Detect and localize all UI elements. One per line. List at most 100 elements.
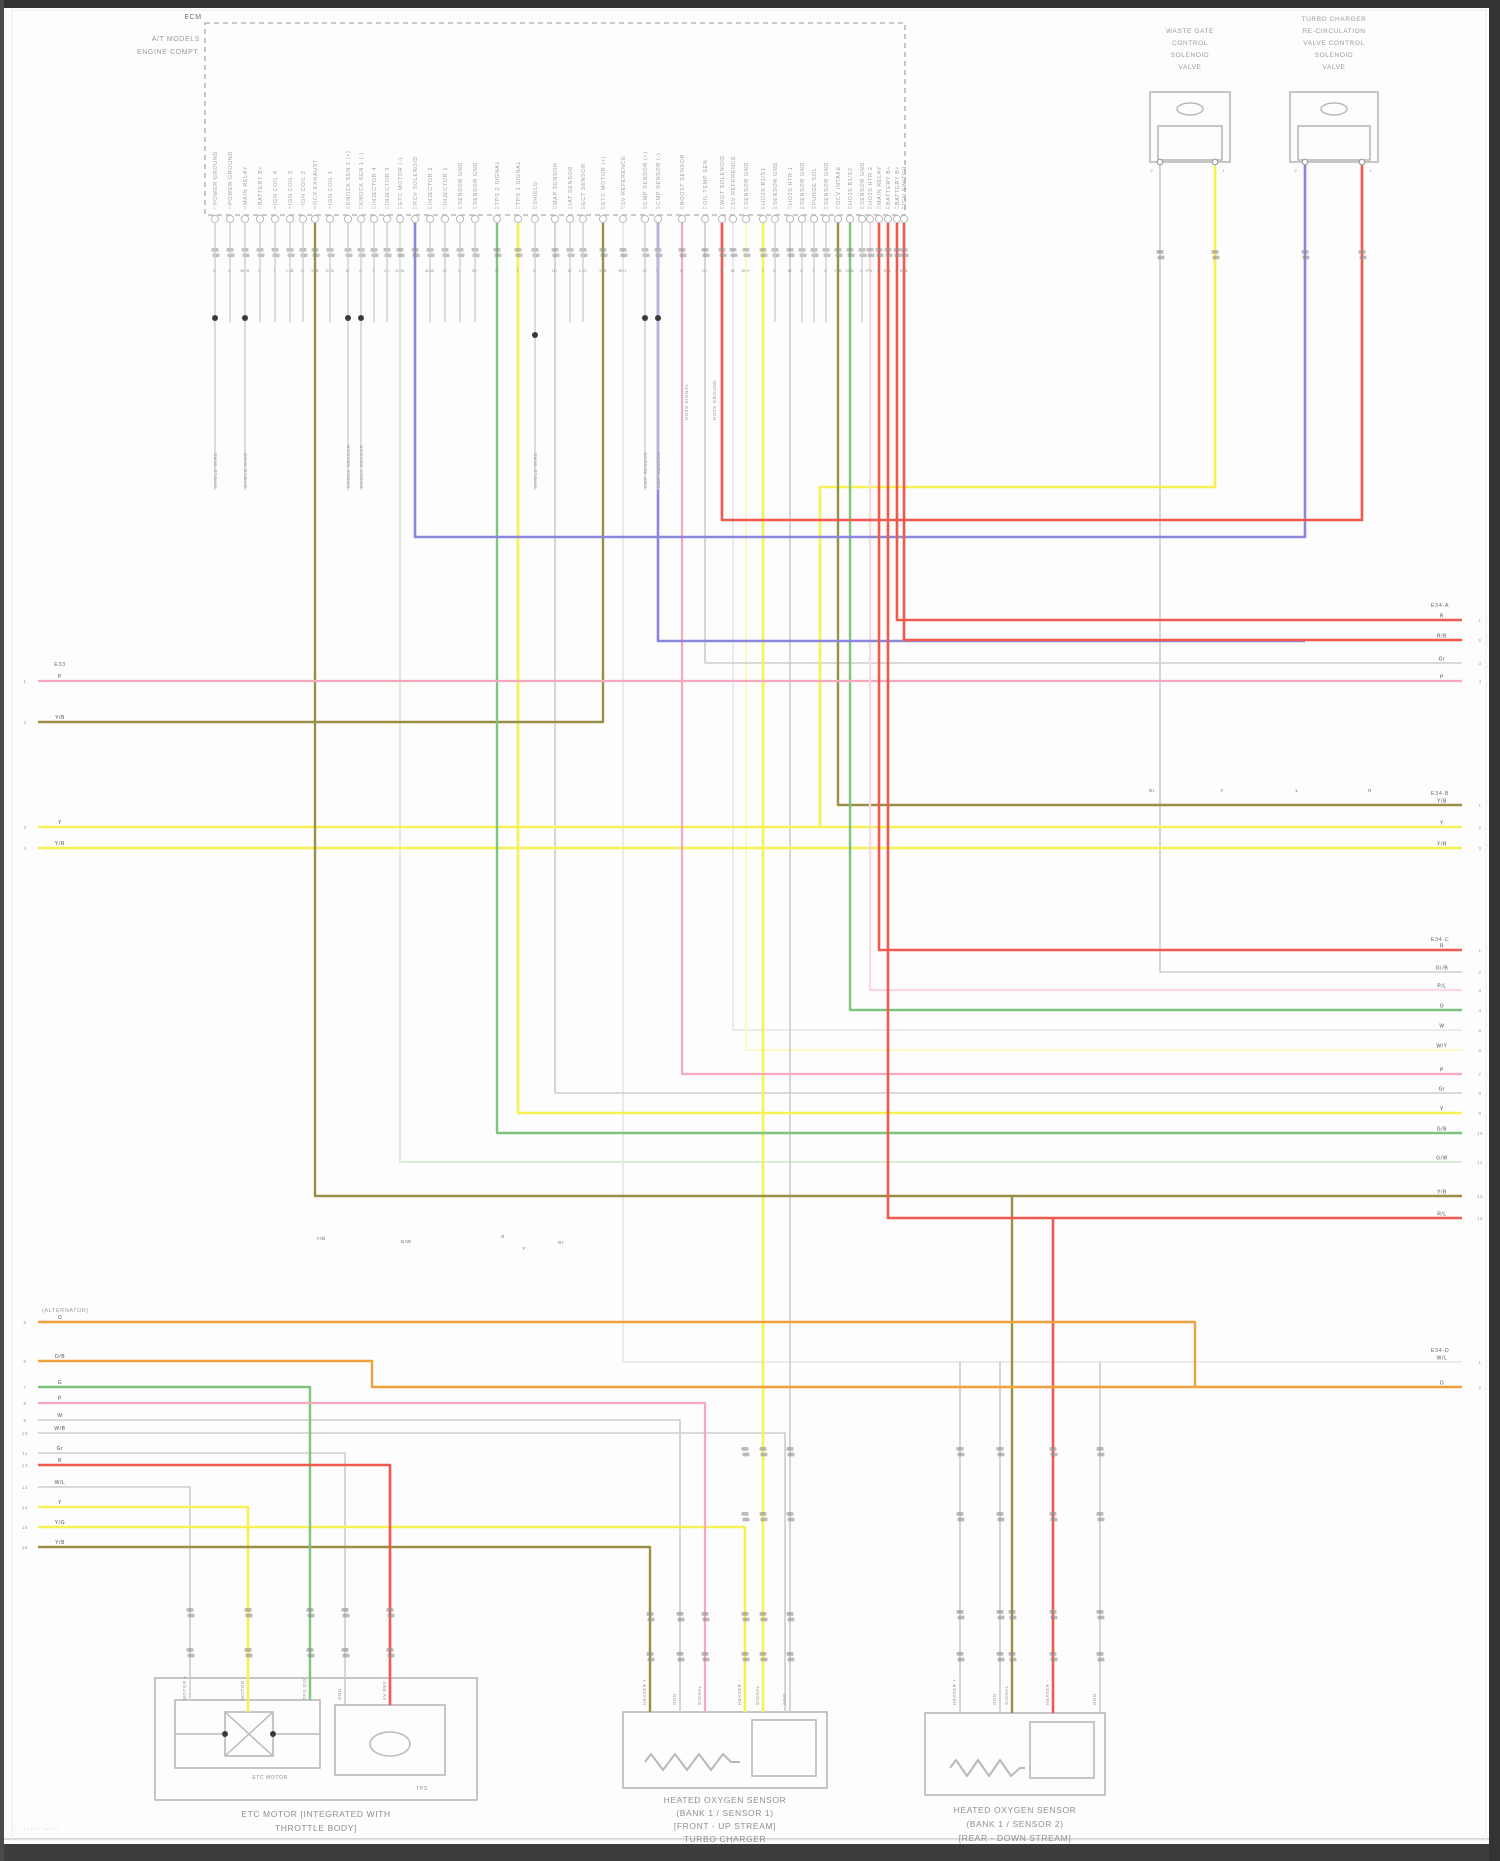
ecm-pin-signal-label: CMP SENSOR (+) (643, 151, 649, 205)
inline-connector-icon (567, 253, 575, 258)
diagram-label: E34-A (1431, 603, 1449, 609)
inline-connector-icon (677, 1617, 685, 1622)
ecm-pin-bump (325, 214, 335, 224)
inline-connector-icon (702, 1657, 710, 1662)
ecm-pin-number: 16 (427, 206, 432, 210)
inline-connector-icon (1096, 1447, 1104, 1451)
right-stub-code: Y/R (1437, 842, 1447, 848)
ecm-pin-signal-label: SHIELD (533, 182, 539, 205)
right-stub-pin-number: 10 (1477, 1131, 1483, 1136)
inline-connector-icon (884, 248, 892, 252)
ecm-pin-number: 47 (894, 206, 899, 210)
right-stub-code: P (1440, 675, 1444, 681)
wire-pink-o2 (38, 1401, 707, 1712)
right-stub-code: P (1440, 1068, 1444, 1074)
inline-connector-icon (272, 253, 280, 258)
inline-connector-icon (787, 1617, 795, 1622)
inline-connector-icon (701, 1612, 709, 1616)
inline-connector-icon (306, 1608, 314, 1612)
inline-connector-icon (655, 253, 663, 258)
right-stub-pin-number: 2 (1478, 970, 1481, 975)
right-stub-pin-number: 9 (1478, 1111, 1481, 1116)
inline-connector-icon (1050, 1452, 1058, 1457)
ecm-pin-wire-code: W/L (619, 268, 628, 273)
joint-dot (655, 315, 661, 321)
ho2s1-box (622, 1711, 828, 1789)
inline-connector-icon (996, 1610, 1004, 1614)
ecm-pin-signal-label: ECT SENSOR (581, 163, 587, 205)
ecm-pin-signal-label: IGN COIL 4 (273, 170, 279, 205)
solenoid-1-coil (1176, 102, 1204, 116)
diagram-label: 2 (1151, 168, 1154, 173)
inline-connector-icon (678, 248, 686, 252)
inline-connector-icon (957, 1517, 965, 1522)
ecm-pin-wire-code: Y/B (599, 268, 607, 273)
left-stub-pin-number: 5 (23, 1320, 26, 1325)
right-stub-pin-number: 3 (1478, 846, 1481, 851)
ecm-pin-number: 13 (384, 206, 389, 210)
inline-connector-icon (620, 253, 628, 258)
right-stub-code: G (1440, 1004, 1445, 1010)
inline-connector-icon (743, 253, 751, 258)
wire-green-tps2 (495, 222, 1462, 1135)
inline-connector-icon (876, 253, 884, 258)
inline-connector-icon (786, 248, 794, 252)
ecm-pin-bump (565, 214, 575, 224)
right-stub-code: W/L (1437, 1356, 1448, 1362)
diagram-label: HEATER - (737, 1680, 742, 1705)
diagram-label: ETC MOTOR [INTEGRATED WITH (241, 1809, 390, 1819)
right-stub-code: W (1439, 1024, 1444, 1030)
diagram-label: GND (782, 1693, 787, 1705)
inline-connector-icon (760, 253, 768, 258)
inline-connector-icon (1097, 1517, 1105, 1522)
wire-palegreen-etc (399, 222, 1462, 1163)
inline-connector-icon (646, 1612, 654, 1616)
scan-border-right (1489, 0, 1500, 1861)
diagram-label: G (501, 1234, 505, 1239)
ecm-pin-signal-label: ETC MOTOR (+) (601, 156, 607, 205)
ecm-pin-bump (298, 214, 308, 224)
diagram-label: SIGNAL (1004, 1685, 1009, 1705)
inline-connector-icon (997, 1517, 1005, 1522)
component-pin (1358, 158, 1366, 166)
left-stub-code: Y/R (55, 841, 65, 847)
ecm-pin-signal-label: PURGE SOL (812, 168, 818, 206)
ecm-pin-bump (758, 214, 768, 224)
inline-connector-icon (997, 1657, 1005, 1662)
diagram-label: HEATER + (952, 1678, 957, 1705)
ho2s2-inner (1029, 1721, 1095, 1779)
ecm-pin-number: 8 (314, 206, 317, 210)
wire-gray-l2 (38, 1432, 786, 1712)
inline-connector-icon (306, 1648, 314, 1652)
inline-connector-icon (1096, 1652, 1104, 1656)
ecm-pin-number: 41 (835, 206, 840, 210)
ecm-pin-wire-code: L (414, 268, 417, 273)
inline-connector-icon (552, 253, 560, 258)
inline-connector-icon (741, 1512, 749, 1516)
ecm-pin-number: 15 (412, 206, 417, 210)
diagram-label: HEATER - (1045, 1680, 1050, 1705)
inline-connector-icon (718, 248, 726, 252)
inline-connector-icon (741, 1612, 749, 1616)
inline-connector-icon (442, 253, 450, 258)
inline-connector-icon (311, 248, 319, 252)
ecm-pin-signal-label: INJECTOR 3 (385, 167, 391, 205)
wire-gray-comp1 (1159, 162, 1462, 973)
solenoid-2-box (1289, 91, 1379, 163)
diagram-label: Y (522, 1246, 526, 1251)
diagram-label: A/T MODELS (152, 36, 200, 43)
right-stub-code: Y (1440, 821, 1444, 827)
inline-connector-icon (787, 1517, 795, 1522)
left-stub-code: G (58, 1380, 63, 1386)
left-stub-pin-number: 7 (23, 1385, 26, 1390)
ecm-pin-number: 43 (859, 206, 864, 210)
ecm-pin-signal-label: IAT SENSOR (568, 166, 574, 205)
inline-connector-icon (1050, 1517, 1058, 1522)
inline-connector-icon (956, 1512, 964, 1516)
ecm-pin-bump (821, 214, 831, 224)
inline-connector-icon (1156, 250, 1164, 254)
scan-border-left (0, 0, 4, 1861)
ecm-pin-bump (410, 214, 420, 224)
inline-connector-icon (245, 1613, 253, 1618)
inline-connector-icon (307, 1653, 315, 1658)
